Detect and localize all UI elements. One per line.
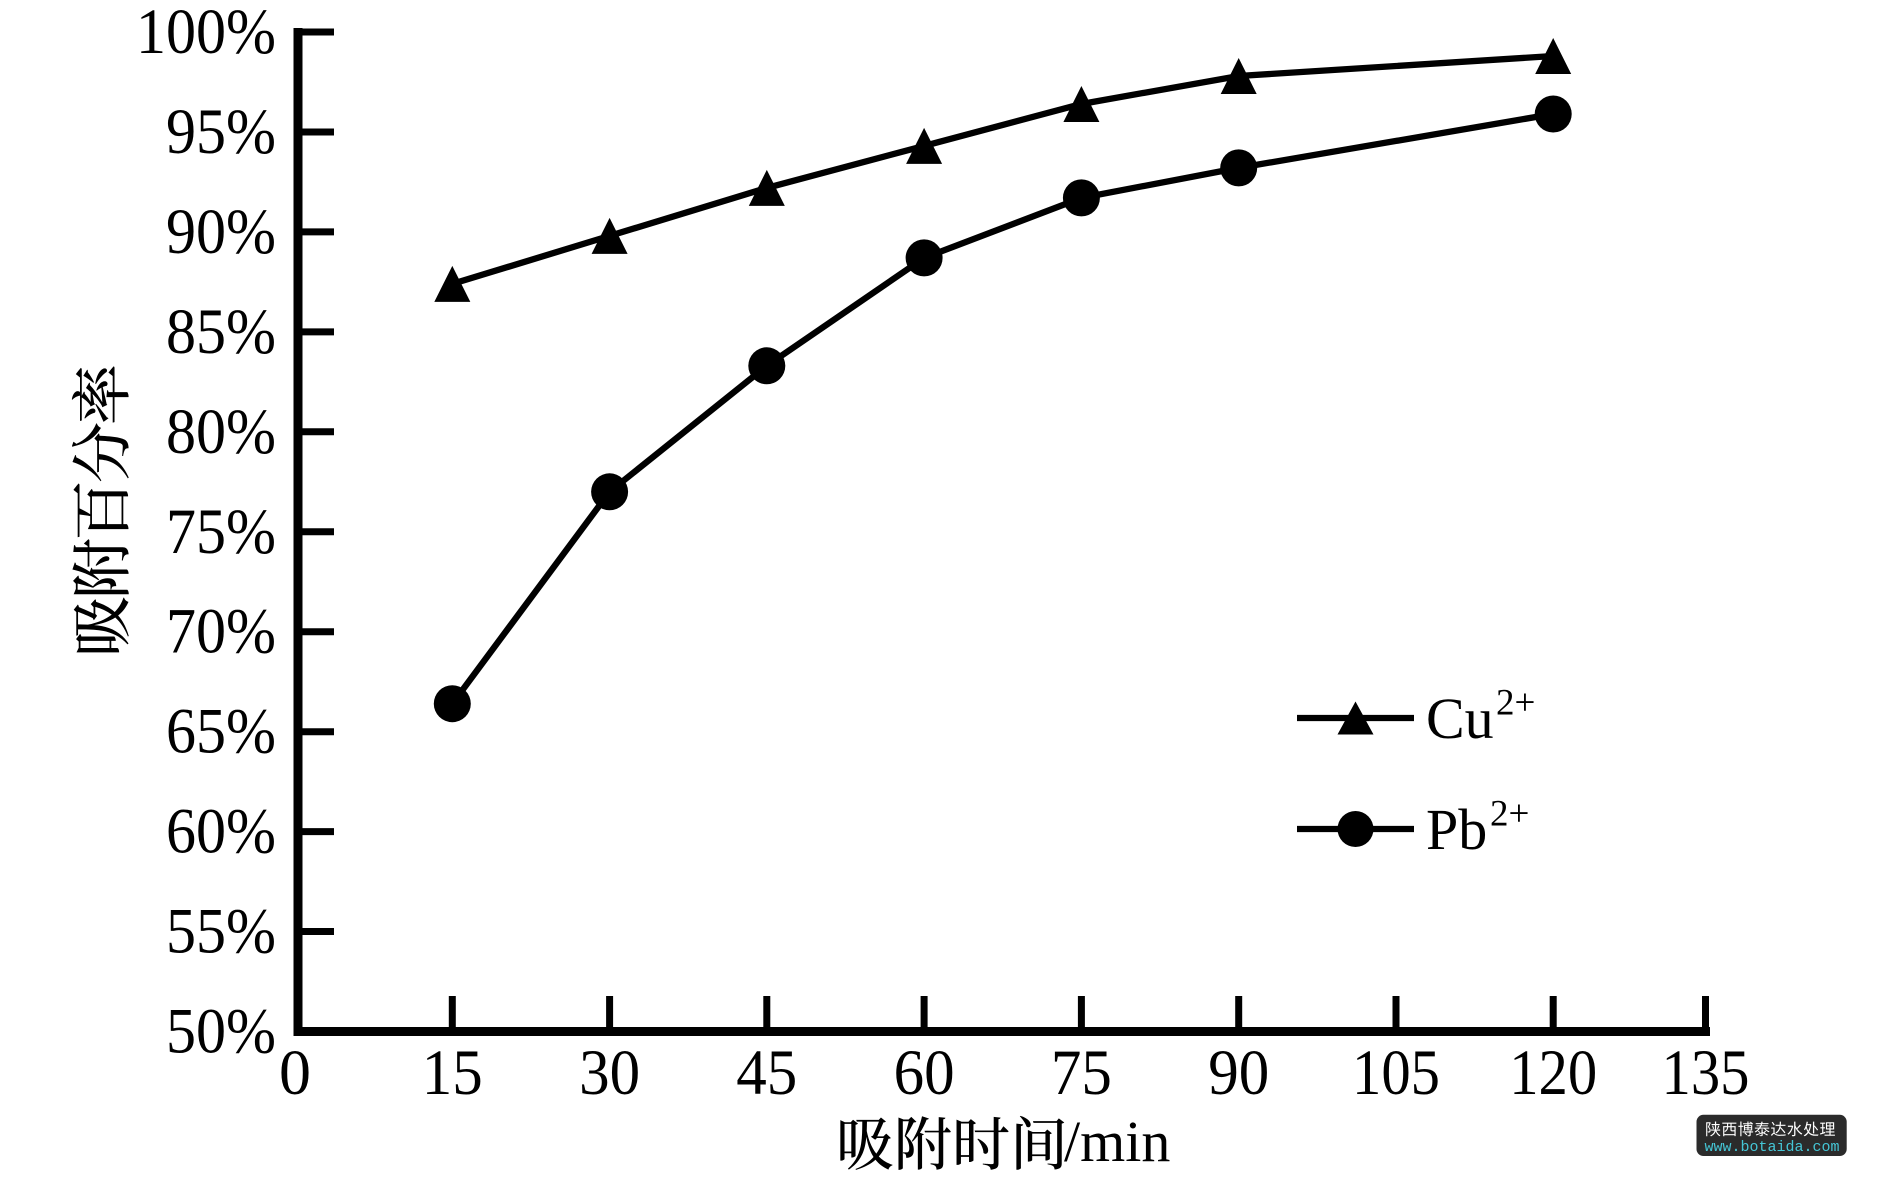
svg-text:95%: 95% [166, 96, 276, 168]
svg-text:55%: 55% [166, 896, 276, 968]
svg-text:70%: 70% [166, 596, 276, 668]
svg-text:www.botaida.com: www.botaida.com [1705, 1139, 1840, 1156]
svg-text:Cu: Cu [1426, 686, 1494, 751]
svg-text:50%: 50% [166, 996, 276, 1068]
svg-text:/min: /min [1064, 1109, 1170, 1174]
svg-text:Pb: Pb [1426, 797, 1487, 862]
svg-text:105: 105 [1352, 1037, 1440, 1109]
svg-text:100%: 100% [136, 0, 276, 68]
svg-text:80%: 80% [166, 396, 276, 468]
svg-text:75: 75 [1051, 1037, 1112, 1109]
svg-text:90%: 90% [166, 196, 276, 268]
svg-text:30: 30 [579, 1037, 640, 1109]
svg-text:120: 120 [1509, 1037, 1597, 1109]
svg-text:75%: 75% [166, 496, 276, 568]
svg-text:2+: 2+ [1496, 683, 1535, 724]
svg-text:15: 15 [422, 1037, 483, 1109]
svg-text:2+: 2+ [1490, 794, 1529, 835]
svg-text:90: 90 [1208, 1037, 1269, 1109]
svg-text:60%: 60% [166, 796, 276, 868]
svg-text:45: 45 [736, 1037, 797, 1109]
svg-text:135: 135 [1662, 1037, 1750, 1109]
svg-text:85%: 85% [166, 296, 276, 368]
svg-text:60: 60 [894, 1037, 955, 1109]
svg-text:0: 0 [279, 1037, 311, 1109]
svg-text:65%: 65% [166, 696, 276, 768]
